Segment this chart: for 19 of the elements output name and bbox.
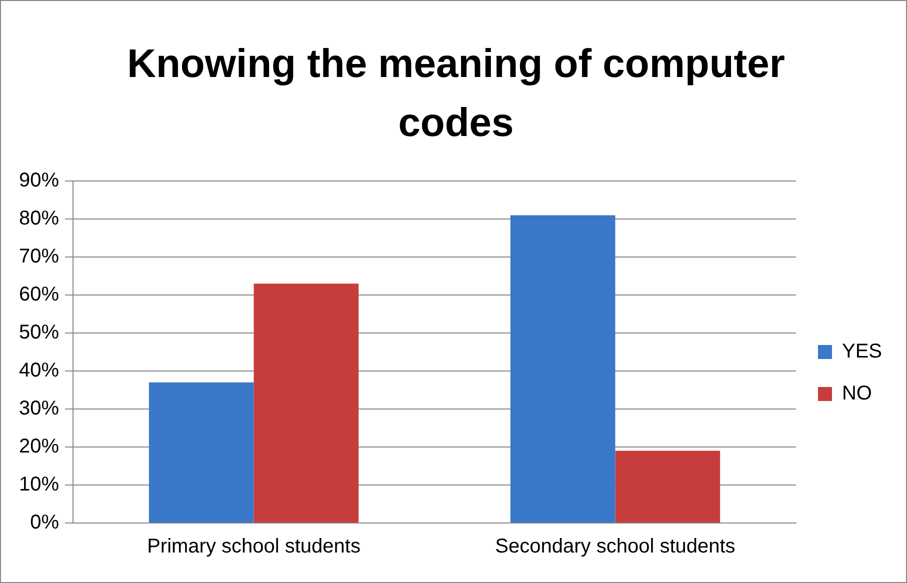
x-tick-label: Secondary school students <box>495 536 736 558</box>
legend-label: YES <box>842 340 882 363</box>
bar <box>615 450 720 522</box>
x-tick-label: Primary school students <box>147 536 360 558</box>
y-tick-label: 10% <box>19 474 60 496</box>
legend-label: NO <box>842 382 872 405</box>
y-tick-label: 30% <box>19 398 60 420</box>
y-tick-label: 50% <box>19 322 60 344</box>
y-tick-label: 60% <box>19 284 60 306</box>
y-tick-label: 20% <box>19 436 60 458</box>
bar <box>510 215 616 522</box>
y-tick-label: 70% <box>19 246 60 268</box>
bar <box>254 284 359 522</box>
bar <box>148 382 254 522</box>
chart-title: Knowing the meaning of computer codes <box>126 41 786 147</box>
y-tick-label: 0% <box>30 512 60 534</box>
y-tick-label: 80% <box>19 208 60 230</box>
y-tick-label: 90% <box>19 170 60 192</box>
y-tick-label: 40% <box>19 360 60 382</box>
